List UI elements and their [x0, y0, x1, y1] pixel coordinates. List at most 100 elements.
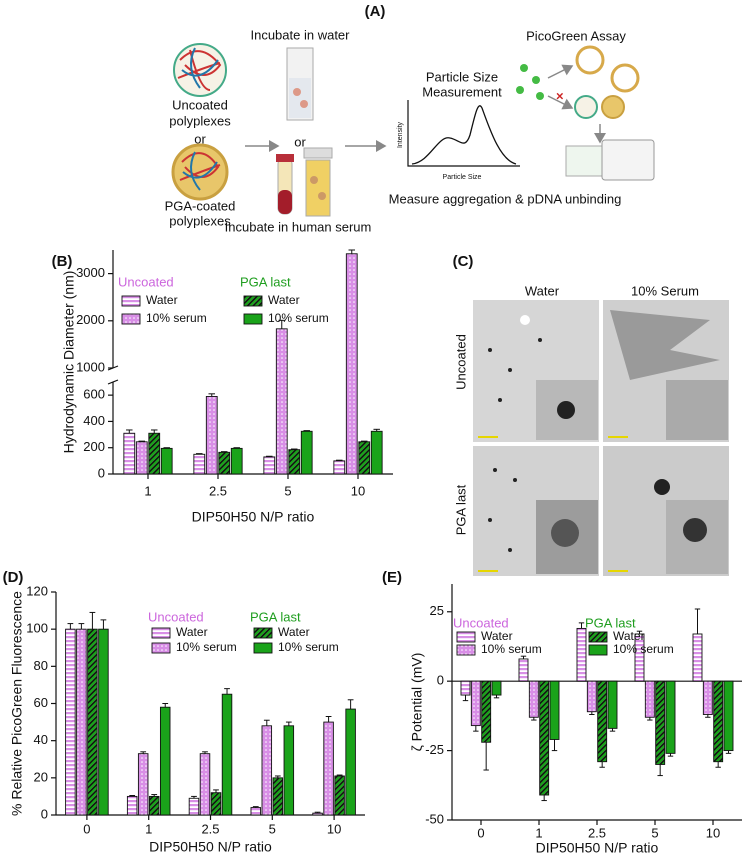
x-tick-label: 2.5	[201, 821, 219, 836]
a-text: PGA-coated	[165, 198, 236, 213]
bar	[137, 753, 149, 816]
legend-group-title: Uncoated	[453, 615, 509, 630]
bar	[288, 449, 301, 475]
legend-swatch	[588, 631, 608, 643]
y-axis-label: % Relative PicoGreen Fluorescence	[9, 591, 25, 816]
bar	[607, 680, 618, 729]
legend-swatch	[151, 642, 171, 654]
serum-tubes-icon	[276, 147, 333, 217]
a-text: or	[194, 131, 206, 146]
axis-break	[107, 379, 119, 385]
panel-label: (B)	[52, 253, 73, 270]
legend-swatch	[121, 313, 141, 325]
bar	[148, 795, 160, 816]
bar	[148, 432, 161, 475]
bar	[221, 693, 233, 816]
legend-swatch	[151, 627, 171, 639]
legend-swatch	[121, 295, 141, 307]
y-tick-label: 100	[26, 621, 48, 636]
y-tick-label: 3000	[76, 265, 105, 280]
bar	[665, 680, 676, 754]
x-axis-label: DIP50H50 N/P ratio	[192, 509, 315, 525]
bar	[713, 680, 724, 763]
uncoated-polyplex-icon	[173, 43, 227, 97]
x-tick-label: 1	[144, 483, 151, 498]
legend-label: Water	[176, 625, 208, 639]
legend-label: Water	[268, 293, 300, 307]
legend-label: 10% serum	[146, 311, 207, 325]
bar	[300, 430, 313, 475]
bar	[160, 447, 173, 475]
bar	[275, 328, 288, 475]
water-cuvette-icon	[286, 47, 314, 121]
bar	[272, 777, 284, 816]
bar	[312, 812, 323, 816]
legend-label: 10% serum	[481, 642, 542, 656]
y-tick-label: 60	[34, 695, 48, 710]
row-label: PGA last	[453, 484, 468, 535]
bar	[98, 628, 109, 816]
legend-label: Water	[146, 293, 178, 307]
coated-polyplex-icon	[171, 143, 229, 201]
y-tick-label: 40	[34, 732, 48, 747]
y-axis-label: ζ Potential (mV)	[409, 653, 425, 752]
x-tick-label: 5	[651, 825, 658, 840]
bar	[323, 721, 334, 816]
legend-label: 10% serum	[278, 640, 339, 654]
bar	[135, 441, 148, 475]
a-text: polyplexes	[169, 113, 231, 128]
bar	[250, 807, 262, 816]
legend-swatch	[253, 627, 273, 639]
size-plot-icon	[407, 100, 520, 167]
a-text: or	[294, 134, 306, 149]
bar	[87, 628, 98, 816]
bar	[205, 396, 218, 475]
a-text: Intensity	[397, 121, 404, 148]
row-label: Uncoated	[453, 334, 468, 390]
bar	[358, 441, 371, 475]
column-label: 10% Serum	[631, 283, 699, 298]
panel-label: (A)	[365, 3, 386, 20]
y-tick-label: 400	[83, 413, 105, 428]
y-tick-label: -50	[425, 811, 444, 826]
x-tick-label: 2.5	[209, 483, 227, 498]
x-tick-label: 2.5	[588, 825, 606, 840]
bar	[333, 460, 346, 475]
bar	[345, 708, 356, 816]
bar	[188, 797, 200, 816]
a-text: PicoGreen Assay	[526, 28, 626, 43]
legend-label: 10% serum	[613, 642, 674, 656]
x-tick-label: 10	[706, 825, 720, 840]
a-text: Incubate in human serum	[225, 219, 372, 234]
y-tick-label: 25	[430, 603, 444, 618]
y-tick-label: 0	[98, 465, 105, 480]
bar	[159, 706, 171, 816]
a-text: Measure aggregation & pDNA unbinding	[389, 191, 622, 206]
bar	[263, 456, 276, 475]
x-axis-label: DIP50H50 N/P ratio	[149, 839, 272, 854]
legend-label: Water	[481, 629, 513, 643]
y-tick-label: 120	[26, 583, 48, 598]
x-axis-label: DIP50H50 N/P ratio	[536, 840, 659, 854]
bar	[199, 753, 211, 816]
x-tick-label: 10	[327, 821, 341, 836]
a-text: Particle Size	[426, 69, 498, 84]
legend-label: 10% serum	[176, 640, 237, 654]
legend-swatch	[588, 644, 608, 656]
bar	[549, 680, 560, 740]
legend-label: 10% serum	[268, 311, 329, 325]
y-tick-label: 20	[34, 769, 48, 784]
legend-group-title: PGA last	[585, 615, 636, 630]
bar	[470, 680, 481, 727]
legend-swatch	[456, 644, 476, 656]
bar	[597, 680, 608, 763]
bar	[481, 680, 492, 743]
x-tick-label: 10	[351, 483, 365, 498]
legend-swatch	[243, 295, 263, 307]
legend-label: Water	[278, 625, 310, 639]
legend-swatch	[456, 631, 476, 643]
y-axis-label: Hydrodynamic Diameter (nm)	[61, 271, 77, 454]
